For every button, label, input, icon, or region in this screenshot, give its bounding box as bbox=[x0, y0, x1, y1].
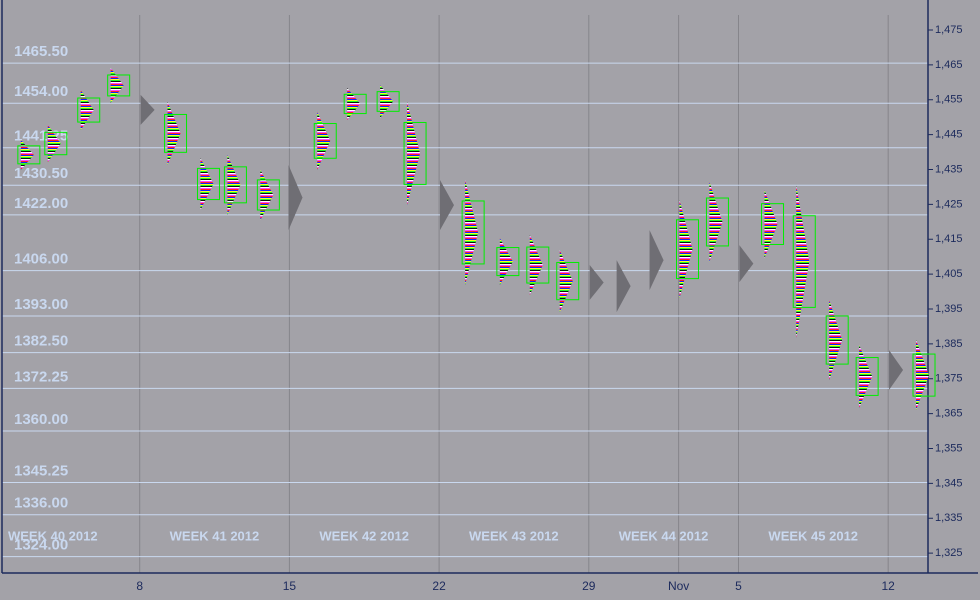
overnight-profile bbox=[288, 164, 303, 231]
y-tick-label: 1,465 bbox=[935, 59, 963, 71]
value-area bbox=[855, 357, 879, 396]
level-label: 1372.25 bbox=[14, 368, 68, 385]
level-label: 1393.00 bbox=[14, 296, 68, 313]
overnight-profile bbox=[739, 245, 754, 283]
day-profile bbox=[347, 87, 361, 120]
level-label: 1345.25 bbox=[14, 462, 68, 479]
y-tick-label: 1,435 bbox=[935, 163, 963, 175]
week-label: WEEK 43 2012 bbox=[469, 528, 559, 543]
week-label: WEEK 40 2012 bbox=[8, 528, 98, 543]
day-profile bbox=[859, 344, 873, 409]
overnight-profile bbox=[589, 265, 604, 300]
y-tick-label: 1,325 bbox=[935, 547, 963, 559]
y-tick-label: 1,445 bbox=[935, 129, 963, 141]
value-area bbox=[107, 74, 131, 97]
y-tick-label: 1,335 bbox=[935, 512, 963, 524]
day-profile bbox=[200, 157, 214, 210]
value-area bbox=[196, 167, 220, 201]
y-tick-label: 1,475 bbox=[935, 24, 963, 36]
day-profile bbox=[260, 169, 274, 221]
value-area bbox=[376, 91, 400, 112]
y-tick-label: 1,345 bbox=[935, 477, 963, 489]
level-label: 1465.50 bbox=[14, 43, 68, 60]
level-label: 1336.00 bbox=[14, 495, 68, 512]
x-tick-label: 12 bbox=[882, 579, 896, 593]
day-profile bbox=[916, 340, 930, 411]
level-label: 1360.00 bbox=[14, 411, 68, 428]
level-label: 1324.00 bbox=[14, 537, 68, 554]
week-label: WEEK 45 2012 bbox=[768, 528, 858, 543]
day-profile bbox=[47, 124, 61, 163]
level-label: 1406.00 bbox=[14, 251, 68, 268]
day-profile bbox=[764, 190, 778, 259]
day-profile bbox=[80, 89, 94, 131]
value-area bbox=[223, 166, 247, 204]
level-label: 1454.00 bbox=[14, 83, 68, 100]
y-tick-label: 1,375 bbox=[935, 373, 963, 385]
week-label: WEEK 42 2012 bbox=[319, 528, 409, 543]
day-profile bbox=[529, 235, 543, 296]
day-profile bbox=[407, 101, 421, 206]
x-tick-label: 22 bbox=[432, 579, 446, 593]
y-tick-label: 1,365 bbox=[935, 408, 963, 420]
overnight-profile bbox=[140, 94, 155, 125]
week-label: WEEK 44 2012 bbox=[619, 528, 709, 543]
day-profile bbox=[227, 154, 241, 215]
day-profile bbox=[110, 68, 124, 103]
value-area bbox=[705, 197, 729, 247]
y-tick-label: 1,395 bbox=[935, 303, 963, 315]
y-tick-label: 1,385 bbox=[935, 338, 963, 350]
x-tick-label: 15 bbox=[283, 579, 297, 593]
day-profile bbox=[559, 250, 573, 313]
level-label: 1430.50 bbox=[14, 165, 68, 182]
day-profile bbox=[317, 111, 331, 170]
value-area bbox=[313, 123, 337, 159]
day-profile bbox=[20, 139, 34, 170]
y-tick-label: 1,355 bbox=[935, 442, 963, 454]
day-profile bbox=[465, 179, 479, 285]
x-tick-label: 29 bbox=[582, 579, 596, 593]
value-area bbox=[761, 203, 785, 245]
overnight-profile bbox=[649, 230, 664, 291]
value-area bbox=[526, 246, 550, 284]
day-profile bbox=[709, 182, 723, 262]
day-profile bbox=[499, 238, 513, 285]
day-profile bbox=[679, 200, 693, 299]
value-area bbox=[44, 131, 68, 156]
x-tick-label: 5 bbox=[735, 579, 742, 593]
overnight-profile bbox=[889, 350, 904, 390]
value-area bbox=[675, 219, 699, 280]
value-area bbox=[403, 121, 427, 185]
value-area bbox=[912, 353, 936, 397]
value-area bbox=[556, 261, 580, 301]
day-profile bbox=[167, 101, 181, 165]
value-area bbox=[164, 113, 188, 153]
value-area bbox=[496, 247, 520, 277]
x-tick-label: Nov bbox=[668, 579, 689, 593]
y-tick-label: 1,405 bbox=[935, 268, 963, 280]
day-profile bbox=[796, 185, 810, 338]
value-area bbox=[825, 315, 849, 365]
value-area bbox=[461, 200, 485, 265]
level-label: 1422.00 bbox=[14, 195, 68, 212]
value-area bbox=[77, 97, 101, 123]
y-tick-label: 1,425 bbox=[935, 198, 963, 210]
overnight-profile bbox=[616, 260, 631, 313]
day-profile bbox=[829, 299, 843, 381]
overnight-profile bbox=[439, 179, 454, 231]
day-profile bbox=[380, 85, 394, 118]
week-label: WEEK 41 2012 bbox=[170, 528, 260, 543]
level-label: 1382.50 bbox=[14, 333, 68, 350]
value-area bbox=[17, 145, 41, 165]
value-area bbox=[256, 179, 280, 211]
x-tick-label: 8 bbox=[136, 579, 143, 593]
y-tick-label: 1,415 bbox=[935, 233, 963, 245]
value-area bbox=[792, 215, 816, 308]
value-area bbox=[343, 93, 367, 115]
y-tick-label: 1,455 bbox=[935, 94, 963, 106]
